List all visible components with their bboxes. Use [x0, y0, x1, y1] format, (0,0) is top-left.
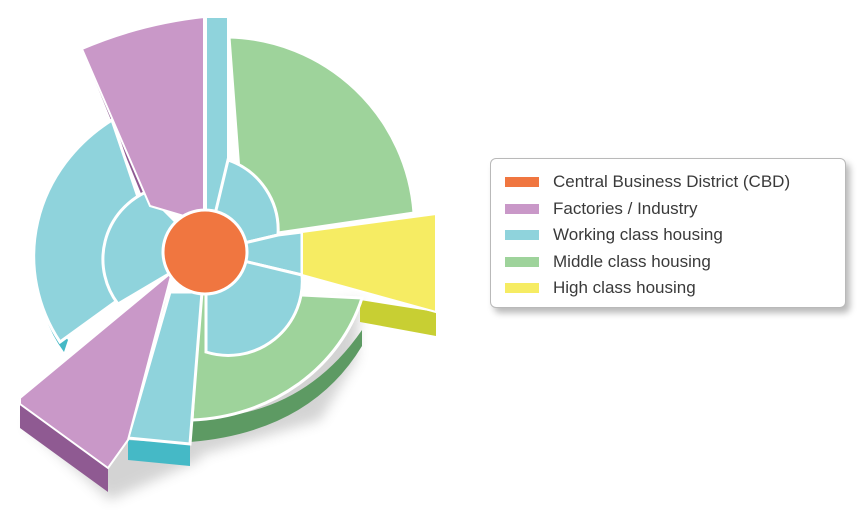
legend-swatch-working-class	[505, 230, 539, 241]
legend-swatch-middle-class	[505, 256, 539, 267]
legend-label-factories: Factories / Industry	[553, 198, 698, 218]
high-side	[360, 300, 436, 336]
legend-label-middle-class: Middle class housing	[553, 251, 711, 271]
hoyt-sector-model-diagram	[19, 15, 437, 500]
legend-swatch-high-class	[505, 283, 539, 294]
factories-lower-sector	[19, 269, 174, 470]
factories-lower-side	[20, 404, 108, 492]
high-class-sector	[301, 212, 437, 314]
middle-class-upper-sector	[227, 35, 416, 240]
working-class-inner-ring-left	[101, 190, 209, 306]
middle-lower-side	[190, 330, 362, 442]
legend-item-cbd: Central Business District (CBD)	[505, 169, 845, 196]
legend-item-working-class: Working class housing	[505, 222, 845, 249]
legend-item-high-class: High class housing	[505, 275, 845, 302]
cbd-circle	[161, 208, 249, 296]
legend-swatch-cbd	[505, 177, 539, 188]
legend-swatch-factories	[505, 203, 539, 214]
legend-label-cbd: Central Business District (CBD)	[553, 172, 791, 192]
legend-item-factories: Factories / Industry	[505, 196, 845, 223]
legend-label-working-class: Working class housing	[553, 225, 723, 245]
factories-upper-sector	[80, 15, 205, 224]
legend-item-middle-class: Middle class housing	[505, 249, 845, 276]
legend-label-high-class: High class housing	[553, 278, 696, 298]
legend: Central Business District (CBD) Factorie…	[490, 158, 846, 308]
working-lower-side	[128, 440, 190, 466]
